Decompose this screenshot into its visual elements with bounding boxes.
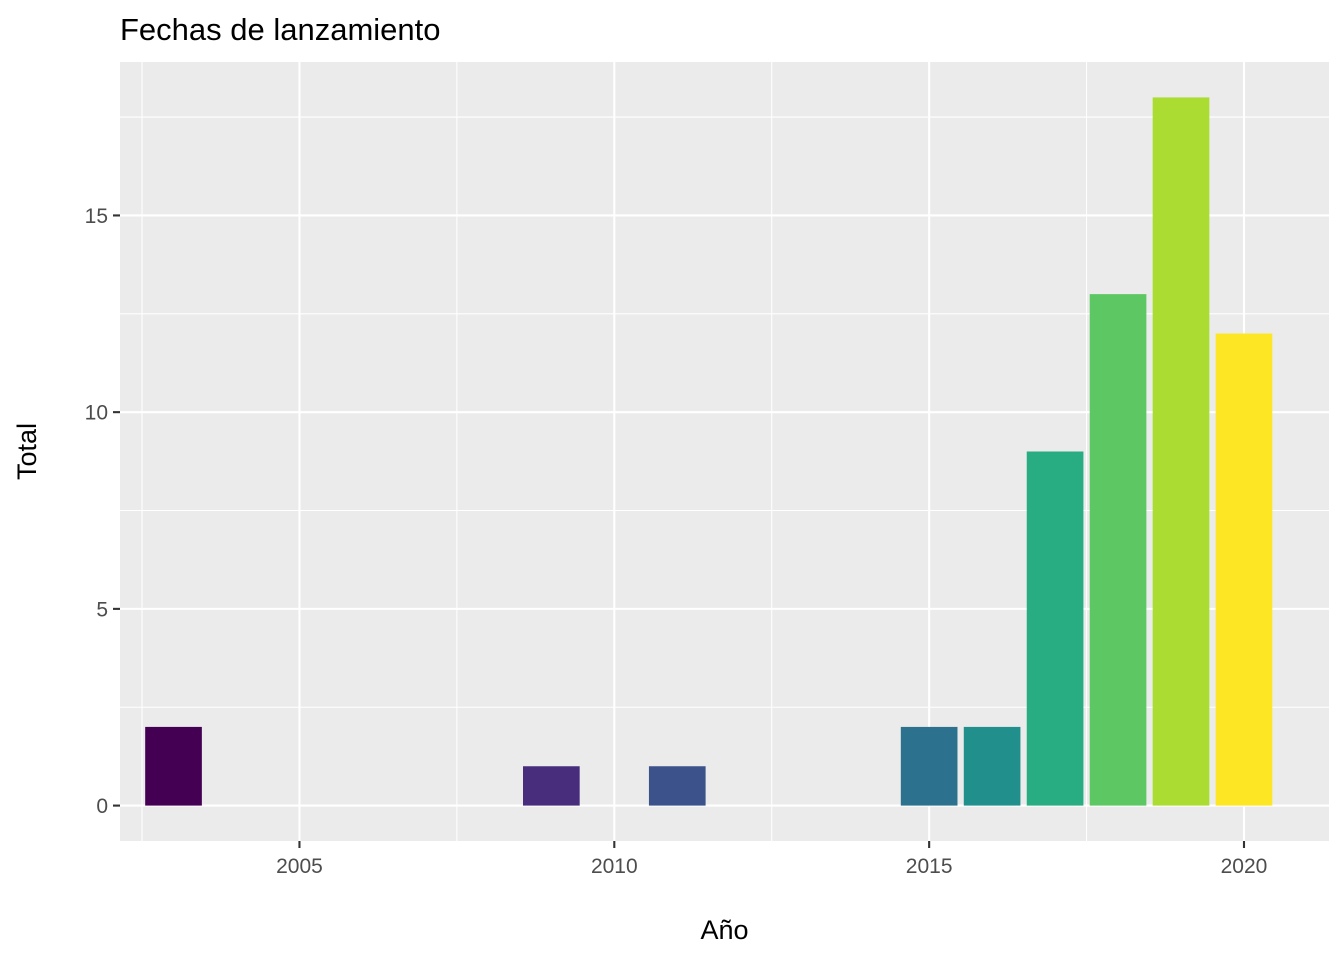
bar-2019 <box>1152 97 1210 806</box>
x-axis-title: Año <box>700 915 748 945</box>
x-tick-label: 2015 <box>906 855 953 878</box>
x-axis: 2005 2010 2015 2020 <box>276 841 1267 878</box>
bar-2018 <box>1089 294 1147 806</box>
chart-title: Fechas de lanzamiento <box>120 12 441 47</box>
bars <box>145 97 1273 806</box>
y-tick-label: 10 <box>85 402 108 425</box>
x-tick-label: 2005 <box>276 855 323 878</box>
x-tick-label: 2010 <box>591 855 638 878</box>
bar-2009 <box>523 766 580 806</box>
y-axis-title: Total <box>12 423 42 480</box>
y-axis: 0 5 10 15 <box>85 205 120 818</box>
y-tick-label: 15 <box>85 205 108 228</box>
bar-2015 <box>900 726 958 806</box>
bar-2003 <box>145 726 202 806</box>
bar-2011 <box>648 766 706 806</box>
x-tick-label: 2020 <box>1221 855 1268 878</box>
bar-2020 <box>1215 333 1273 806</box>
plot-panel <box>120 62 1329 841</box>
bar-2017 <box>1026 451 1084 806</box>
y-tick-label: 0 <box>96 795 108 818</box>
bar-2016 <box>963 726 1021 806</box>
minor-gridlines-x <box>141 62 1088 841</box>
y-tick-label: 5 <box>96 598 108 621</box>
